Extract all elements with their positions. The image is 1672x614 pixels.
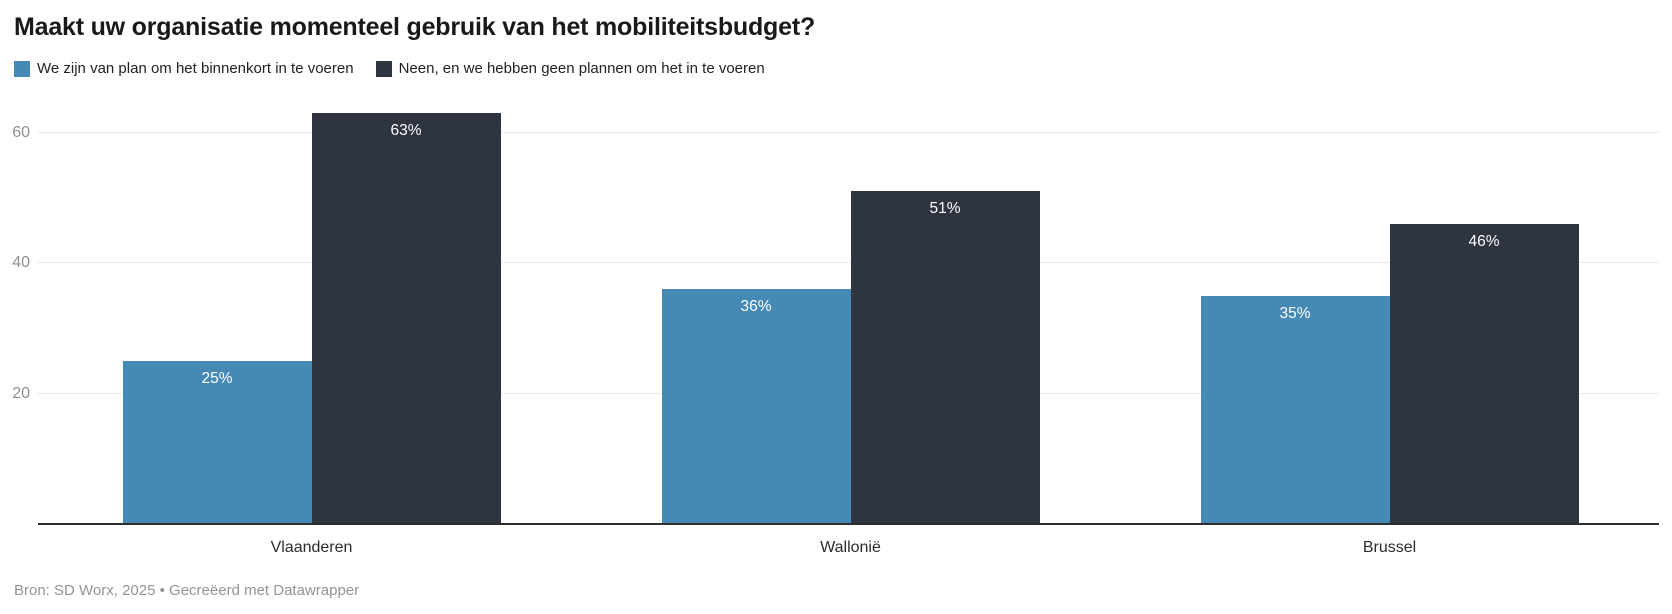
- bar: 36%: [661, 289, 851, 524]
- y-tick-label-20: 20: [12, 384, 30, 402]
- legend-swatch-dark: [375, 60, 392, 77]
- x-axis-baseline: [38, 523, 1659, 525]
- bar: 46%: [1389, 223, 1579, 524]
- y-axis: 20 40 60: [0, 100, 30, 524]
- bar-group-wallonië: 36% 51% Wallonië: [661, 100, 1040, 556]
- category-label: Brussel: [1362, 539, 1417, 556]
- legend-item-plan: We zijn van plan om het binnenkort in te…: [14, 60, 354, 77]
- bar-value-label: 36%: [740, 298, 772, 316]
- bar-value-label: 25%: [201, 369, 233, 387]
- bar: 51%: [850, 191, 1040, 524]
- plot-area: 25% 63% Vlaanderen 36% 51% Wallonië 35% 46% Brus…: [38, 100, 1659, 556]
- bar-value-label: 63%: [390, 122, 422, 140]
- bar-value-label: 46%: [1468, 232, 1500, 250]
- source-attribution: Bron: SD Worx, 2025 • Gecreëerd met Data…: [14, 582, 360, 599]
- legend-label: We zijn van plan om het binnenkort in te…: [37, 60, 354, 77]
- legend-label: Neen, en we hebben geen plannen om het i…: [398, 60, 765, 77]
- chart-title: Maakt uw organisatie momenteel gebruik v…: [14, 13, 816, 41]
- bar-value-label: 35%: [1279, 304, 1311, 322]
- y-tick-label-40: 40: [12, 254, 30, 272]
- bar-value-label: 51%: [929, 200, 961, 218]
- gridline-60: [38, 131, 1659, 133]
- gridline-40: [38, 262, 1659, 264]
- legend-swatch-blue: [14, 60, 30, 77]
- bar-group-vlaanderen: 25% 63% Vlaanderen: [122, 100, 501, 556]
- bar-group-brussel: 35% 46% Brussel: [1200, 100, 1579, 556]
- bar: 63%: [311, 113, 501, 524]
- y-tick-label-60: 60: [12, 123, 30, 141]
- bar: 35%: [1200, 295, 1390, 524]
- bar: 25%: [122, 360, 312, 524]
- legend-item-neen: Neen, en we hebben geen plannen om het i…: [375, 60, 765, 77]
- category-label: Wallonië: [820, 539, 881, 556]
- category-label: Vlaanderen: [270, 539, 353, 556]
- legend: We zijn van plan om het binnenkort in te…: [14, 60, 765, 77]
- bar-groups: 25% 63% Vlaanderen 36% 51% Wallonië 35% 46% Brus…: [38, 100, 1659, 556]
